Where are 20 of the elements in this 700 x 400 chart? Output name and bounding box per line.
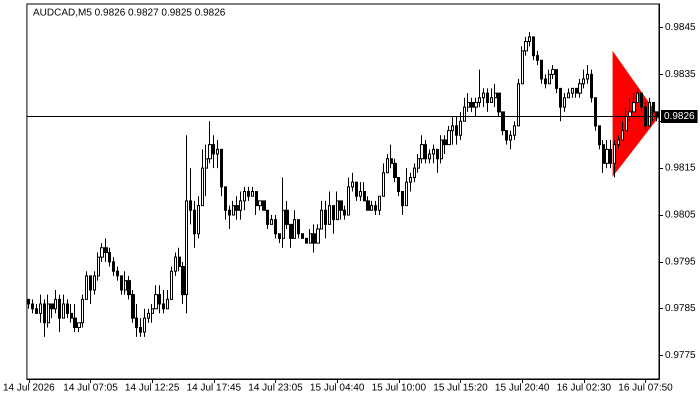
x-tick-label: 15 Jul 10:00 <box>372 382 427 394</box>
ref-line-label: 0.9826 <box>664 111 696 122</box>
y-tick-label: 0.9795 <box>665 256 696 268</box>
x-tick-label: 16 Jul 07:50 <box>618 382 674 394</box>
x-tick-label: 14 Jul 23:05 <box>248 382 304 394</box>
x-tick-label: 16 Jul 02:30 <box>556 382 612 394</box>
x-tick-label: 14 Jul 07:05 <box>63 382 118 394</box>
y-tick-label: 0.9815 <box>665 162 696 174</box>
y-tick-label: 0.9805 <box>665 209 696 220</box>
x-tick-label: 14 Jul 12:25 <box>124 382 180 394</box>
x-tick-label: 14 Jul 17:45 <box>186 382 242 394</box>
x-tick-label: 14 Jul 2026 <box>2 382 56 394</box>
y-tick-label: 0.9785 <box>665 303 696 314</box>
y-tick-label: 0.9775 <box>665 350 696 362</box>
x-tick-label: 15 Jul 04:40 <box>310 382 365 394</box>
y-tick-label: 0.9845 <box>665 22 696 33</box>
x-tick-label: 15 Jul 20:40 <box>494 382 550 394</box>
chart-title: AUDCAD,M5 0.9826 0.9827 0.9825 0.9826 <box>33 8 226 18</box>
y-tick-label: 0.9835 <box>665 68 696 80</box>
x-tick-label: 15 Jul 15:20 <box>433 382 488 394</box>
